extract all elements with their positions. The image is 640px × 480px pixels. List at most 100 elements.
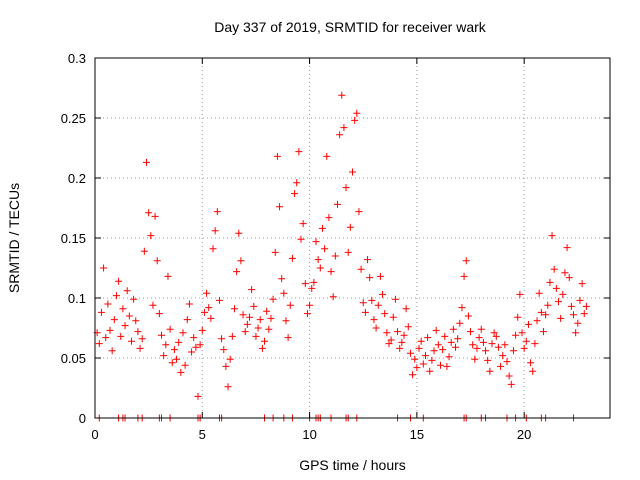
data-point (276, 203, 284, 211)
data-point (239, 311, 247, 319)
data-point (432, 326, 440, 334)
data-point (218, 335, 226, 343)
data-point (228, 332, 236, 340)
data-point (471, 355, 479, 363)
data-point (539, 328, 547, 336)
data-point (580, 310, 588, 318)
data-points (93, 91, 590, 422)
data-point (123, 287, 131, 295)
data-point (366, 274, 374, 282)
data-point (263, 307, 271, 315)
data-point (160, 352, 168, 360)
data-point (349, 168, 356, 176)
data-point (338, 91, 346, 99)
data-point (402, 305, 410, 313)
data-point (147, 232, 155, 240)
data-point (565, 274, 573, 282)
data-point (104, 300, 112, 308)
data-point (243, 320, 251, 328)
data-point (284, 334, 292, 342)
data-point (168, 359, 176, 367)
data-point (469, 341, 477, 349)
data-point (533, 317, 541, 325)
data-point (127, 337, 135, 345)
data-point (280, 289, 288, 297)
data-point (344, 248, 352, 256)
data-point (207, 314, 215, 322)
data-point (452, 343, 459, 351)
data-point (477, 325, 485, 333)
data-point (235, 229, 243, 237)
data-point (211, 227, 219, 235)
axis-ticks: 0 0.05 0.1 0.15 0.2 0.25 0.3 0 5 10 15 20 (61, 51, 610, 442)
data-point (316, 264, 324, 272)
data-point (226, 355, 234, 363)
data-point (544, 301, 552, 309)
data-point (447, 338, 455, 346)
data-point (198, 326, 206, 334)
data-point (516, 290, 524, 298)
data-point (333, 200, 341, 208)
data-point (364, 256, 372, 264)
data-point (138, 335, 146, 343)
data-point (130, 295, 138, 303)
data-point (396, 344, 404, 352)
data-point (106, 326, 114, 334)
data-point (213, 208, 221, 216)
grid-lines (95, 58, 610, 418)
data-point (572, 329, 580, 337)
data-point (490, 329, 498, 337)
data-point (293, 179, 301, 187)
data-point (261, 337, 269, 345)
data-point (108, 347, 116, 355)
data-point (464, 312, 472, 320)
data-point (164, 272, 172, 280)
data-point (258, 344, 266, 352)
data-point (561, 269, 569, 277)
data-point (456, 319, 464, 327)
data-point (576, 296, 584, 304)
data-point (357, 265, 365, 273)
data-point (209, 245, 217, 253)
y-tick-label: 0.05 (61, 351, 86, 366)
data-point (162, 341, 170, 349)
data-point (372, 324, 380, 332)
data-point (394, 328, 402, 336)
data-point (503, 358, 511, 366)
y-axis-label: SRMTID / TECUs (6, 183, 22, 293)
data-point (177, 368, 185, 376)
data-point (421, 352, 429, 360)
data-point (368, 296, 376, 304)
data-point (374, 301, 382, 309)
data-point (546, 278, 554, 286)
data-point (381, 310, 389, 318)
x-tick-label: 0 (91, 427, 98, 442)
data-point (241, 328, 249, 336)
data-point (428, 356, 436, 364)
data-point (145, 209, 153, 217)
data-point (170, 346, 178, 354)
data-point (190, 334, 198, 342)
x-tick-label: 15 (410, 427, 424, 442)
data-point (327, 268, 335, 276)
data-point (149, 301, 157, 309)
data-point (346, 223, 354, 231)
data-point (563, 244, 571, 252)
data-point (194, 392, 202, 400)
data-point (531, 340, 539, 348)
data-point (383, 329, 391, 337)
data-point (370, 316, 378, 324)
data-point (359, 299, 367, 307)
data-point (273, 152, 281, 160)
data-point (415, 344, 423, 352)
data-point (479, 338, 487, 346)
data-point (376, 272, 384, 280)
data-point (417, 337, 425, 345)
data-point (355, 208, 363, 216)
data-point (230, 305, 238, 313)
y-tick-label: 0.15 (61, 231, 86, 246)
data-point (484, 356, 492, 364)
data-point (95, 340, 103, 348)
data-point (351, 116, 359, 124)
